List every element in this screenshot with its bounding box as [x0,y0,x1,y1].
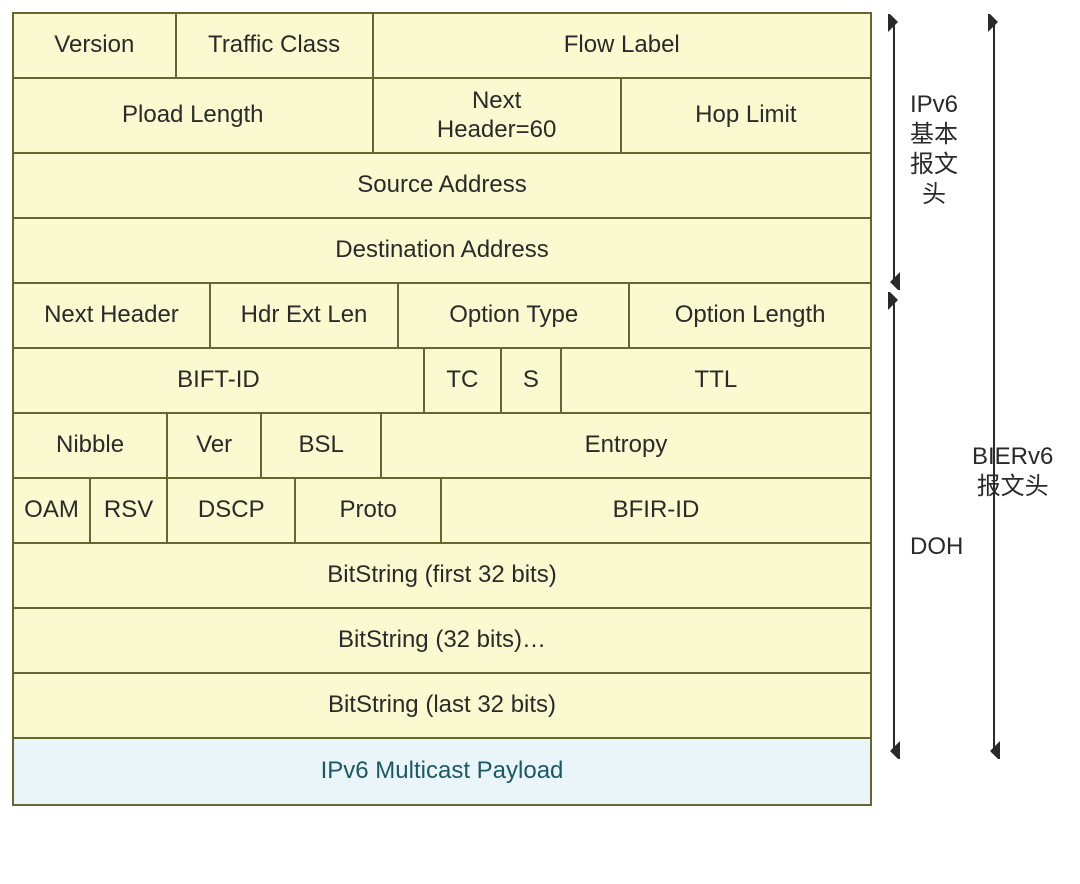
field-rsv: RSV [91,479,168,542]
row-doh-1: Next Header Hdr Ext Len Option Type Opti… [14,284,870,349]
field-nibble: Nibble [14,414,168,477]
field-ver: Ver [168,414,262,477]
row-src-addr: Source Address [14,154,870,219]
field-source-address: Source Address [14,154,870,217]
bracket-ipv6 [882,14,906,290]
field-dscp: DSCP [168,479,296,542]
packet-diagram: Version Traffic Class Flow Label Pload L… [12,12,1068,806]
row-doh-4: OAM RSV DSCP Proto BFIR-ID [14,479,870,544]
field-oam: OAM [14,479,91,542]
field-s: S [502,349,562,412]
field-proto: Proto [296,479,442,542]
label-ipv6-header: IPv6 基本 报文 头 [910,90,958,210]
row-doh-3: Nibble Ver BSL Entropy [14,414,870,479]
field-flow-label: Flow Label [374,14,870,77]
field-traffic-class: Traffic Class [177,14,374,77]
row-pload: Pload Length Next Header=60 Hop Limit [14,79,870,154]
field-next-header: Next Header [14,284,211,347]
row-dst-addr: Destination Address [14,219,870,284]
field-version: Version [14,14,177,77]
bracket-bierv6 [982,14,1006,759]
row-version: Version Traffic Class Flow Label [14,14,870,79]
field-hdr-ext-len: Hdr Ext Len [211,284,399,347]
field-next-header-60: Next Header=60 [374,79,622,152]
label-bierv6: BIERv6 报文头 [972,442,1053,502]
field-hop-limit: Hop Limit [622,79,870,152]
field-option-type: Option Type [399,284,630,347]
field-bitstring-mid: BitString (32 bits)… [14,609,870,672]
row-bitstring-last: BitString (last 32 bits) [14,674,870,739]
field-ttl: TTL [562,349,870,412]
field-option-length: Option Length [630,284,870,347]
packet-grid: Version Traffic Class Flow Label Pload L… [12,12,872,806]
annotations: IPv6 基本 报文 头 DOH BIERv6 报文头 [872,12,1052,806]
row-doh-2: BIFT-ID TC S TTL [14,349,870,414]
field-entropy: Entropy [382,414,870,477]
field-destination-address: Destination Address [14,219,870,282]
row-payload: IPv6 Multicast Payload [14,739,870,804]
field-bift-id: BIFT-ID [14,349,425,412]
row-bitstring-mid: BitString (32 bits)… [14,609,870,674]
field-payload: IPv6 Multicast Payload [14,739,870,804]
field-bsl: BSL [262,414,382,477]
field-tc: TC [425,349,502,412]
label-doh: DOH [910,532,963,562]
row-bitstring-first: BitString (first 32 bits) [14,544,870,609]
field-pload-length: Pload Length [14,79,374,152]
field-bfir-id: BFIR-ID [442,479,870,542]
field-bitstring-first: BitString (first 32 bits) [14,544,870,607]
field-bitstring-last: BitString (last 32 bits) [14,674,870,737]
bracket-doh [882,292,906,759]
